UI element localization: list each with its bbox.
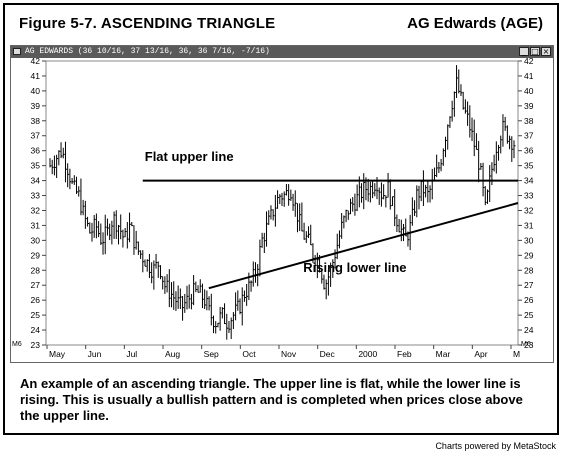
y-tick-label-right: 39 [524, 101, 534, 111]
y-tick-label-left: 38 [31, 116, 41, 126]
flat-upper-line-label: Flat upper line [145, 149, 234, 164]
y-tick-label-left: 36 [31, 146, 41, 156]
corner-label-left: M6 [12, 341, 22, 348]
y-tick-label-right: 30 [524, 235, 534, 245]
y-tick-label-right: 27 [524, 280, 534, 290]
y-tick-label-left: 26 [31, 295, 41, 305]
rising-lower-line-label: Rising lower line [303, 260, 406, 275]
y-tick-label-left: 40 [31, 86, 41, 96]
y-tick-label-right: 24 [524, 325, 534, 335]
close-button[interactable]: × [541, 47, 551, 56]
company-name: AG Edwards (AGE) [407, 15, 543, 32]
y-tick-label-left: 41 [31, 71, 41, 81]
caption-box: An example of an ascending triangle. The… [10, 367, 554, 437]
window-title: AG EDWARDS (36 10/16, 37 13/16, 36, 36 7… [25, 47, 270, 56]
x-tick-label: Oct [242, 349, 256, 359]
y-tick-label-right: 25 [524, 310, 534, 320]
system-menu-icon[interactable] [13, 48, 21, 55]
x-tick-label: Feb [397, 349, 412, 359]
figure-caption: An example of an ascending triangle. The… [20, 376, 523, 423]
y-tick-label-right: 36 [524, 146, 534, 156]
x-tick-label: Apr [474, 349, 487, 359]
x-tick-label: Sep [204, 349, 219, 359]
x-tick-label: Jun [88, 349, 102, 359]
price-chart: 23 23 24 24 25 25 26 26 27 27 28 28 29 29 30 30 31 31 32 32… [12, 57, 534, 359]
y-tick-label-left: 42 [31, 57, 41, 66]
y-tick-label-left: 25 [31, 310, 41, 320]
window-titlebar[interactable]: AG EDWARDS (36 10/16, 37 13/16, 36, 36 7… [11, 46, 553, 58]
x-tick-label: M [513, 349, 520, 359]
y-tick-label-left: 34 [31, 176, 41, 186]
y-tick-label-left: 32 [31, 205, 41, 215]
y-tick-label-left: 31 [31, 220, 41, 230]
x-tick-label: Dec [320, 349, 336, 359]
y-tick-label-right: 29 [524, 250, 534, 260]
y-tick-label-left: 37 [31, 131, 41, 141]
y-tick-label-right: 34 [524, 176, 534, 186]
y-tick-label-left: 30 [31, 235, 41, 245]
y-tick-label-right: 23 [524, 340, 534, 350]
maximize-button[interactable]: □ [530, 47, 540, 56]
y-tick-label-left: 35 [31, 161, 41, 171]
y-tick-label-right: 41 [524, 71, 534, 81]
corner-label-right: M6 [521, 341, 531, 348]
y-tick-label-left: 33 [31, 191, 41, 201]
y-tick-label-right: 38 [524, 116, 534, 126]
y-tick-label-right: 26 [524, 295, 534, 305]
figure-title: Figure 5-7. ASCENDING TRIANGLE [19, 15, 276, 32]
minimize-button[interactable]: _ [519, 47, 529, 56]
x-tick-label: May [49, 349, 66, 359]
rising-lower-line [208, 202, 519, 290]
y-tick-label-left: 24 [31, 325, 41, 335]
y-tick-label-right: 37 [524, 131, 534, 141]
chart-credit: Charts powered by MetaStock [435, 441, 556, 451]
y-tick-label-right: 28 [524, 265, 534, 275]
y-tick-label-right: 32 [524, 205, 534, 215]
y-tick-label-left: 39 [31, 101, 41, 111]
y-tick-label-right: 31 [524, 220, 534, 230]
y-tick-label-right: 33 [524, 191, 534, 201]
x-tick-label: Nov [281, 349, 297, 359]
y-tick-label-right: 35 [524, 161, 534, 171]
y-tick-label-left: 29 [31, 250, 41, 260]
y-tick-label-left: 23 [31, 340, 41, 350]
x-tick-label: Aug [165, 349, 180, 359]
y-tick-label-right: 42 [524, 57, 534, 66]
x-tick-label: Mar [436, 349, 451, 359]
figure-frame: Figure 5-7. ASCENDING TRIANGLE AG Edward… [3, 3, 559, 435]
y-tick-label-right: 40 [524, 86, 534, 96]
figure-header: Figure 5-7. ASCENDING TRIANGLE AG Edward… [5, 5, 557, 41]
x-tick-label: Jul [126, 349, 137, 359]
x-tick-label: 2000 [358, 349, 377, 359]
y-tick-label-left: 28 [31, 265, 41, 275]
y-tick-label-left: 27 [31, 280, 41, 290]
